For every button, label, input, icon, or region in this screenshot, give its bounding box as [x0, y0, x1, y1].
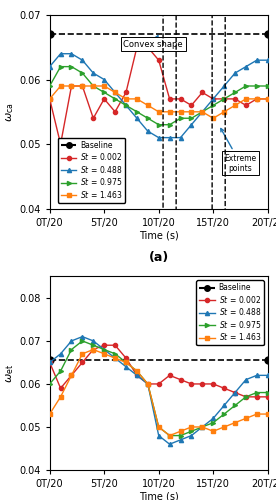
Legend: Baseline, $St$ = 0.002, $St$ = 0.488, $St$ = 0.975, $St$ = 1.463: Baseline, $St$ = 0.002, $St$ = 0.488, $S…	[58, 138, 125, 203]
Text: Convex shape: Convex shape	[123, 36, 183, 49]
X-axis label: Time (s): Time (s)	[139, 230, 179, 240]
Text: (a): (a)	[148, 251, 169, 264]
Y-axis label: $\omega_{\mathrm{ca}}$: $\omega_{\mathrm{ca}}$	[5, 102, 16, 122]
Legend: Baseline, $St$ = 0.002, $St$ = 0.488, $St$ = 0.975, $St$ = 1.463: Baseline, $St$ = 0.002, $St$ = 0.488, $S…	[197, 280, 264, 345]
X-axis label: Time (s): Time (s)	[139, 492, 179, 500]
Text: Extreme
points: Extreme points	[221, 128, 256, 173]
Y-axis label: $\omega_{\mathrm{et}}$: $\omega_{\mathrm{et}}$	[5, 364, 16, 382]
